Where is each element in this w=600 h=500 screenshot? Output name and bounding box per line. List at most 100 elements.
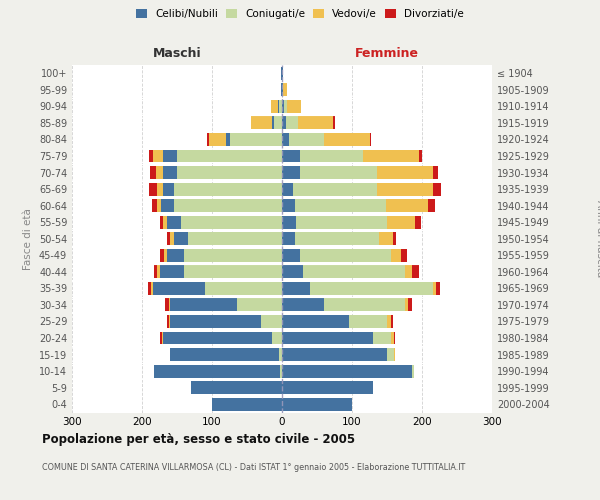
Bar — [281, 67, 282, 80]
Bar — [154, 266, 157, 278]
Text: Femmine: Femmine — [355, 47, 419, 60]
Bar — [282, 348, 387, 361]
Bar — [299, 166, 377, 179]
Bar — [412, 266, 419, 278]
Bar — [404, 266, 412, 278]
Bar — [151, 282, 152, 295]
Bar — [282, 150, 299, 162]
Bar — [271, 332, 282, 344]
Bar — [324, 133, 370, 146]
Bar — [324, 298, 404, 312]
Bar — [164, 249, 167, 262]
Bar — [428, 199, 434, 212]
Bar — [298, 116, 333, 130]
Bar — [392, 232, 396, 245]
Bar — [149, 182, 157, 196]
Bar — [282, 182, 293, 196]
Bar — [303, 266, 404, 278]
Bar — [282, 84, 283, 96]
Bar — [436, 282, 439, 295]
Bar — [362, 150, 419, 162]
Bar — [433, 166, 438, 179]
Bar — [391, 315, 392, 328]
Bar — [282, 166, 299, 179]
Bar — [293, 182, 377, 196]
Bar — [187, 232, 282, 245]
Bar — [278, 100, 279, 113]
Bar — [170, 298, 236, 312]
Bar — [157, 182, 163, 196]
Bar — [386, 199, 428, 212]
Bar — [433, 182, 441, 196]
Bar — [160, 249, 164, 262]
Bar — [282, 249, 299, 262]
Bar — [289, 133, 324, 146]
Y-axis label: Anni di nascita: Anni di nascita — [595, 200, 600, 278]
Bar — [170, 315, 261, 328]
Bar — [284, 100, 287, 113]
Bar — [161, 199, 173, 212]
Bar — [377, 182, 433, 196]
Bar — [282, 100, 284, 113]
Bar — [261, 315, 282, 328]
Bar — [281, 84, 282, 96]
Bar — [282, 332, 373, 344]
Bar — [151, 166, 156, 179]
Bar — [370, 133, 371, 146]
Bar — [157, 266, 160, 278]
Bar — [212, 398, 282, 410]
Bar — [282, 364, 412, 378]
Bar — [226, 133, 229, 146]
Bar — [387, 348, 394, 361]
Bar — [282, 381, 373, 394]
Bar — [412, 364, 413, 378]
Bar — [173, 232, 187, 245]
Bar — [391, 249, 401, 262]
Bar — [191, 381, 282, 394]
Bar — [160, 266, 184, 278]
Bar — [156, 166, 163, 179]
Bar — [282, 133, 289, 146]
Bar — [282, 216, 296, 228]
Bar — [373, 332, 391, 344]
Bar — [163, 166, 177, 179]
Bar — [148, 282, 151, 295]
Bar — [391, 332, 394, 344]
Bar — [295, 199, 386, 212]
Bar — [299, 249, 391, 262]
Bar — [408, 298, 412, 312]
Bar — [271, 116, 274, 130]
Bar — [282, 282, 310, 295]
Bar — [236, 298, 282, 312]
Bar — [167, 232, 170, 245]
Bar — [173, 199, 282, 212]
Bar — [157, 199, 161, 212]
Bar — [152, 150, 163, 162]
Bar — [173, 182, 282, 196]
Bar — [283, 84, 287, 96]
Bar — [167, 315, 169, 328]
Bar — [229, 133, 282, 146]
Bar — [205, 282, 282, 295]
Bar — [419, 150, 422, 162]
Bar — [282, 232, 295, 245]
Bar — [167, 216, 181, 228]
Bar — [251, 116, 271, 130]
Bar — [333, 116, 335, 130]
Bar — [282, 266, 303, 278]
Bar — [387, 216, 415, 228]
Bar — [394, 348, 395, 361]
Y-axis label: Fasce di età: Fasce di età — [23, 208, 33, 270]
Bar — [387, 315, 391, 328]
Bar — [163, 332, 271, 344]
Bar — [170, 348, 278, 361]
Bar — [163, 182, 173, 196]
Bar — [163, 150, 177, 162]
Bar — [278, 348, 282, 361]
Bar — [282, 315, 349, 328]
Bar — [160, 216, 163, 228]
Bar — [165, 298, 169, 312]
Legend: Celibi/Nubili, Coniugati/e, Vedovi/e, Divorziati/e: Celibi/Nubili, Coniugati/e, Vedovi/e, Di… — [132, 5, 468, 24]
Bar — [209, 133, 226, 146]
Text: Maschi: Maschi — [152, 47, 202, 60]
